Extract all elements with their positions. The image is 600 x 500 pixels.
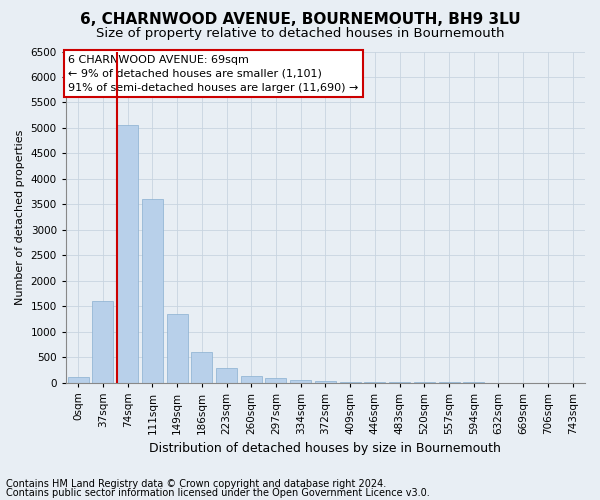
Text: Size of property relative to detached houses in Bournemouth: Size of property relative to detached ho… [96,28,504,40]
Bar [290,380,311,382]
Text: 6, CHARNWOOD AVENUE, BOURNEMOUTH, BH9 3LU: 6, CHARNWOOD AVENUE, BOURNEMOUTH, BH9 3L… [80,12,520,28]
Bar [241,376,262,382]
Bar [216,368,237,382]
Bar [167,314,188,382]
Text: Contains public sector information licensed under the Open Government Licence v3: Contains public sector information licen… [6,488,430,498]
Text: Contains HM Land Registry data © Crown copyright and database right 2024.: Contains HM Land Registry data © Crown c… [6,479,386,489]
Bar [92,301,113,382]
Bar [265,378,286,382]
Bar [191,352,212,382]
Bar [117,126,138,382]
Bar [142,199,163,382]
Bar [68,378,89,382]
X-axis label: Distribution of detached houses by size in Bournemouth: Distribution of detached houses by size … [149,442,502,455]
Text: 6 CHARNWOOD AVENUE: 69sqm
← 9% of detached houses are smaller (1,101)
91% of sem: 6 CHARNWOOD AVENUE: 69sqm ← 9% of detach… [68,55,359,93]
Y-axis label: Number of detached properties: Number of detached properties [15,130,25,304]
Bar [315,381,336,382]
